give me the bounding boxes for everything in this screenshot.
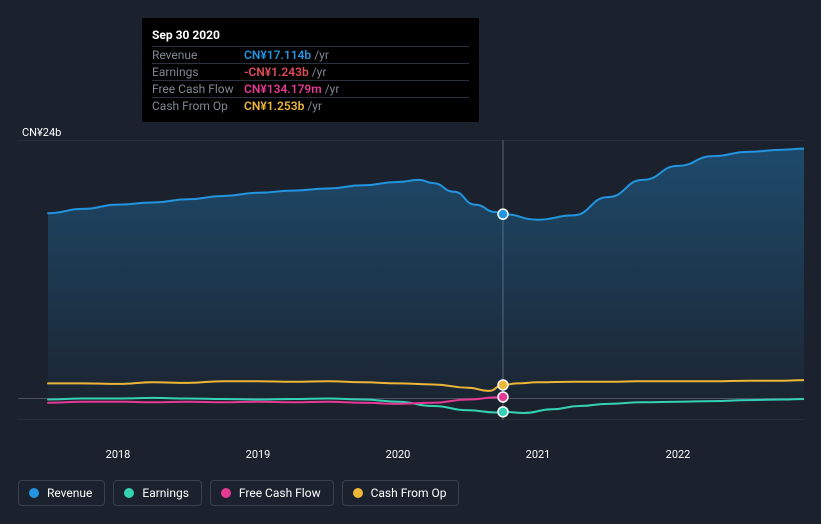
legend-label: Revenue — [47, 486, 92, 500]
financial-chart[interactable] — [18, 140, 804, 420]
legend-item-fcf[interactable]: Free Cash Flow — [210, 480, 334, 506]
legend-label: Cash From Op — [371, 486, 447, 500]
tooltip-row-value: -CN¥1.243b — [244, 65, 309, 79]
y-tick-label: CN¥24b — [22, 126, 61, 139]
marker-cfo — [498, 380, 508, 390]
legend-item-revenue[interactable]: Revenue — [18, 480, 105, 506]
x-tick-label: 2018 — [106, 448, 131, 461]
marker-fcf — [498, 392, 508, 402]
marker-earnings — [498, 407, 508, 417]
tooltip-row: RevenueCN¥17.114b /yr — [152, 46, 469, 63]
tooltip-row-unit: /yr — [307, 99, 322, 113]
x-tick-label: 2020 — [386, 448, 411, 461]
tooltip-row-label: Cash From Op — [152, 99, 244, 113]
tooltip-row: Earnings-CN¥1.243b /yr — [152, 63, 469, 80]
legend-swatch — [353, 488, 363, 498]
tooltip-row-value: CN¥134.179m — [244, 82, 322, 96]
tooltip-row-label: Revenue — [152, 48, 244, 62]
tooltip-row-unit: /yr — [312, 65, 327, 79]
legend-swatch — [29, 488, 39, 498]
x-tick-label: 2019 — [246, 448, 271, 461]
legend-label: Free Cash Flow — [239, 486, 321, 500]
tooltip-row-label: Earnings — [152, 65, 244, 79]
legend-swatch — [221, 488, 231, 498]
legend-item-cfo[interactable]: Cash From Op — [342, 480, 460, 506]
legend-swatch — [124, 488, 134, 498]
marker-revenue — [498, 209, 508, 219]
tooltip-row: Cash From OpCN¥1.253b /yr — [152, 97, 469, 114]
tooltip-row-unit: /yr — [325, 82, 340, 96]
x-tick-label: 2022 — [666, 448, 691, 461]
legend-item-earnings[interactable]: Earnings — [113, 480, 202, 506]
chart-legend: Revenue Earnings Free Cash Flow Cash From O… — [18, 480, 459, 506]
tooltip-row: Free Cash FlowCN¥134.179m /yr — [152, 80, 469, 97]
chart-tooltip: Sep 30 2020 RevenueCN¥17.114b /yrEarning… — [142, 18, 479, 122]
x-tick-label: 2021 — [526, 448, 551, 461]
legend-label: Earnings — [142, 486, 189, 500]
tooltip-row-label: Free Cash Flow — [152, 82, 244, 96]
tooltip-row-value: CN¥17.114b — [244, 48, 311, 62]
tooltip-date: Sep 30 2020 — [152, 24, 469, 46]
tooltip-row-value: CN¥1.253b — [244, 99, 304, 113]
tooltip-row-unit: /yr — [314, 48, 329, 62]
